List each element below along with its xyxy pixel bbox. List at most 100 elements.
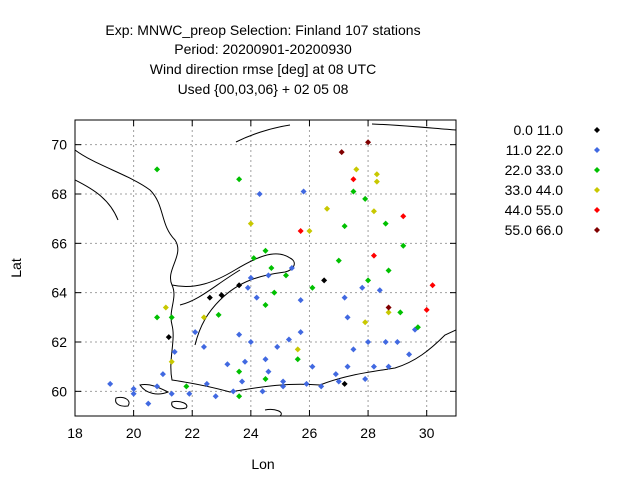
legend-label: 55.0 66.0: [505, 222, 564, 238]
coastline-map: [75, 124, 456, 416]
data-point: [239, 378, 245, 384]
data-point: [263, 356, 269, 362]
data-point: [224, 361, 230, 367]
data-point: [365, 277, 371, 283]
data-point: [160, 371, 166, 377]
data-point: [295, 356, 301, 362]
chart-title-line-4: Used {00,03,06} + 02 05 08: [178, 81, 349, 97]
data-point: [183, 383, 189, 389]
data-point: [265, 272, 271, 278]
data-point: [251, 255, 257, 261]
data-point: [383, 339, 389, 345]
data-point: [201, 344, 207, 350]
data-point: [248, 221, 254, 227]
data-point: [374, 179, 380, 185]
legend-label: 11.0 22.0: [506, 142, 564, 158]
data-point: [362, 196, 368, 202]
data-point: [304, 381, 310, 387]
data-point: [166, 334, 172, 340]
data-point: [154, 383, 160, 389]
legend-label: 33.0 44.0: [505, 182, 564, 198]
data-point: [263, 302, 269, 308]
data-point: [236, 332, 242, 338]
data-point: [397, 309, 403, 315]
data-point: [324, 206, 330, 212]
data-points: [107, 139, 435, 406]
chart-title-line-1: Exp: MNWC_preop Selection: Finland 107 s…: [105, 22, 420, 38]
y-tick-label: 64: [51, 285, 67, 301]
data-point: [263, 376, 269, 382]
data-point: [169, 314, 175, 320]
data-point: [371, 364, 377, 370]
data-point: [248, 275, 254, 281]
y-tick-label: 70: [51, 137, 67, 153]
y-tick-label: 60: [51, 383, 67, 399]
data-point: [318, 383, 324, 389]
data-point: [309, 364, 315, 370]
data-point: [192, 329, 198, 335]
data-point: [400, 213, 406, 219]
data-point: [154, 166, 160, 172]
data-point: [219, 292, 225, 298]
data-point: [350, 176, 356, 182]
data-point: [248, 339, 254, 345]
data-point: [386, 304, 392, 310]
x-tick-label: 18: [67, 425, 83, 441]
data-point: [236, 393, 242, 399]
data-point: [145, 401, 151, 407]
x-tick-label: 22: [184, 425, 200, 441]
legend-marker: [594, 147, 600, 153]
data-point: [339, 149, 345, 155]
data-point: [342, 381, 348, 387]
data-point: [236, 282, 242, 288]
data-point: [216, 312, 222, 318]
data-point: [333, 371, 339, 377]
data-point: [430, 282, 436, 288]
data-point: [169, 391, 175, 397]
data-point: [350, 346, 356, 352]
data-point: [365, 339, 371, 345]
data-point: [298, 329, 304, 335]
data-point: [359, 285, 365, 291]
data-point: [353, 166, 359, 172]
data-point: [298, 228, 304, 234]
x-tick-label: 30: [419, 425, 435, 441]
x-axis-label: Lon: [251, 456, 274, 472]
y-tick-label: 66: [51, 235, 67, 251]
y-axis-label: Lat: [8, 258, 24, 278]
y-tick-label: 62: [51, 334, 67, 350]
data-point: [362, 319, 368, 325]
data-point: [386, 267, 392, 273]
data-point: [163, 304, 169, 310]
data-point: [371, 208, 377, 214]
x-tick-label: 28: [360, 425, 376, 441]
legend-marker: [594, 127, 600, 133]
data-point: [336, 258, 342, 264]
data-point: [265, 369, 271, 375]
data-point: [268, 265, 274, 271]
legend-marker: [594, 187, 600, 193]
chart-title-line-3: Wind direction rmse [deg] at 08 UTC: [150, 61, 376, 77]
data-point: [362, 376, 368, 382]
data-point: [260, 388, 266, 394]
data-point: [345, 364, 351, 370]
legend-marker: [594, 227, 600, 233]
data-point: [257, 191, 263, 197]
data-point: [169, 359, 175, 365]
x-tick-label: 26: [302, 425, 318, 441]
data-point: [236, 369, 242, 375]
legend-label: 0.0 11.0: [513, 122, 563, 138]
data-point: [274, 344, 280, 350]
legend-marker: [594, 207, 600, 213]
data-point: [374, 171, 380, 177]
x-tick-label: 24: [243, 425, 259, 441]
data-point: [309, 285, 315, 291]
data-point: [371, 253, 377, 259]
axis-ticks: 18 20 22 24 26 28 30606264666870: [51, 120, 456, 441]
data-point: [271, 290, 277, 296]
data-point: [298, 297, 304, 303]
data-point: [342, 223, 348, 229]
data-point: [295, 346, 301, 352]
data-point: [236, 176, 242, 182]
x-tick-label: 20: [126, 425, 142, 441]
